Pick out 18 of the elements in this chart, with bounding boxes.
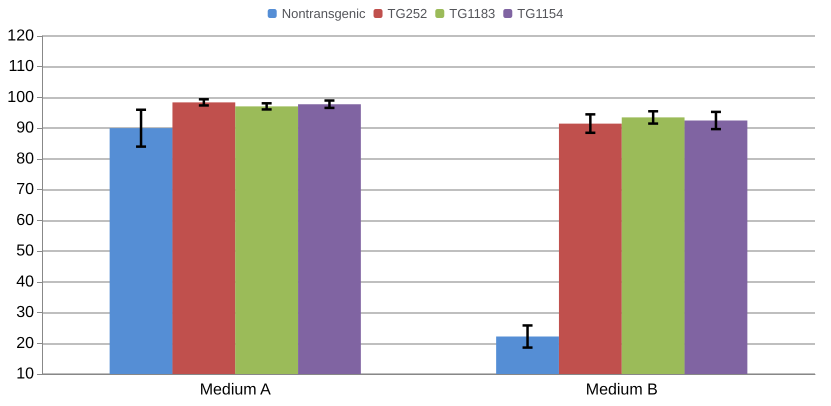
y-tick-label: 120 [7, 28, 34, 44]
y-tick-label: 30 [16, 304, 34, 322]
y-tick-label: 70 [16, 181, 34, 198]
legend-label: Nontransgenic [282, 6, 366, 21]
y-tick-label: 110 [8, 58, 34, 76]
y-tick-label: 40 [16, 273, 34, 290]
x-tick-label: Medium B [586, 382, 658, 398]
y-tick-label: 90 [16, 120, 34, 137]
y-tick-label: 50 [16, 242, 34, 260]
x-tick-label: Medium A [200, 382, 272, 398]
y-tick-label: 100 [7, 88, 34, 106]
y-tick-label: 20 [16, 334, 34, 352]
legend-label: TG1183 [449, 6, 496, 21]
legend-label: TG252 [388, 6, 428, 21]
y-tick-label: 10 [16, 366, 34, 382]
legend-label: TG1154 [517, 6, 564, 21]
y-tick-label: 80 [16, 150, 34, 168]
y-tick-label: 60 [16, 212, 34, 229]
